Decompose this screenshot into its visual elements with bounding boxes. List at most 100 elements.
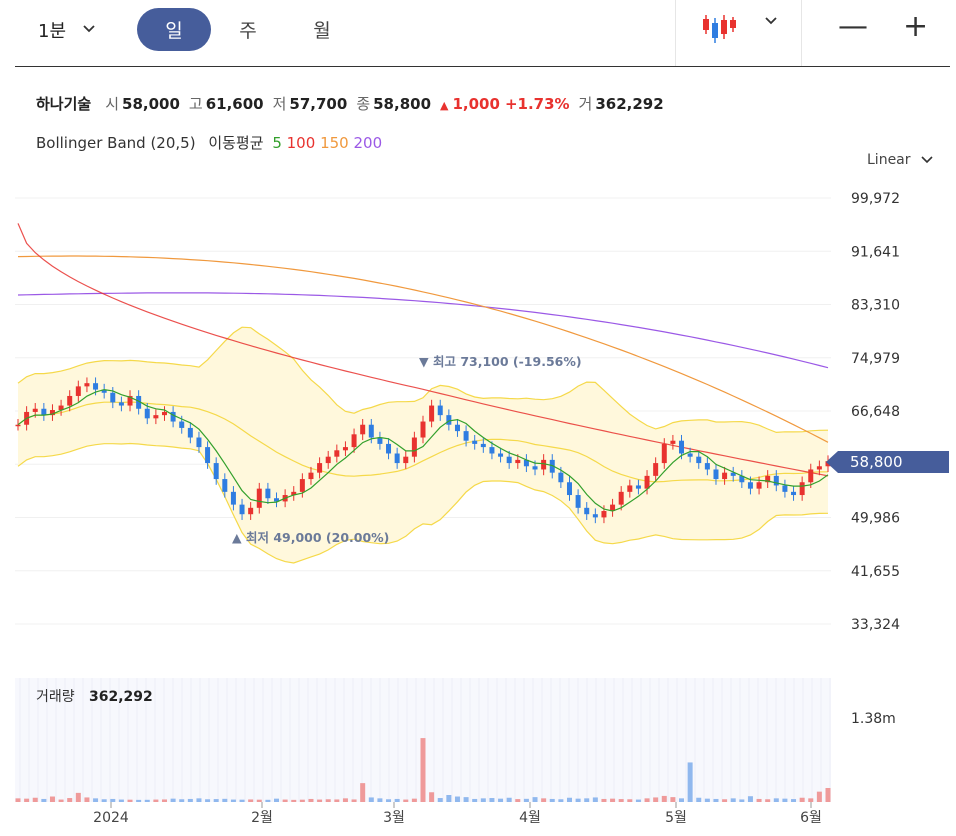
volume-bar (179, 799, 185, 802)
tab-week[interactable]: 주 (239, 20, 257, 42)
interval-selector[interactable]: 1분 (38, 10, 96, 50)
volume-bar (463, 797, 469, 802)
tab-day[interactable]: 일 (137, 8, 211, 51)
zoom-out-button[interactable]: — (838, 9, 868, 44)
volume-bar (523, 798, 529, 802)
volume-bar (84, 797, 90, 802)
candle (454, 418, 460, 437)
volume-bar (256, 799, 262, 802)
candle (420, 415, 426, 444)
volume-bar (377, 798, 383, 802)
volume-bar (739, 799, 745, 802)
candle (498, 447, 504, 463)
close-price: 58,800 (373, 95, 432, 113)
low-annotation: ▲ 최저 49,000 (20.00%) (232, 530, 389, 545)
candle (429, 399, 435, 428)
candle (153, 409, 159, 425)
volume-bar (170, 798, 176, 802)
volume-bar (75, 792, 81, 802)
volume-bar (282, 799, 288, 802)
volume-bar (342, 798, 348, 802)
high-annotation: ▼ 최고 73,100 (-19.56%) (419, 354, 582, 369)
volume-bar (791, 799, 797, 802)
zoom-in-button[interactable]: + (903, 9, 929, 44)
volume-label: 거래량 (36, 689, 75, 705)
candle (446, 409, 452, 431)
volume-bar (635, 799, 641, 802)
candle (67, 390, 73, 412)
candle (256, 482, 262, 514)
candle (549, 454, 555, 479)
volume-bar (101, 799, 107, 802)
volume-bar (549, 798, 555, 802)
chevron-down-icon (82, 22, 96, 38)
volume-bar (799, 797, 805, 802)
volume-bar (429, 792, 435, 802)
price-tick: 66,648 (851, 404, 900, 420)
interval-label: 1분 (38, 21, 67, 42)
volume-bar (248, 799, 254, 802)
bollinger-label: Bollinger Band (20,5) (36, 134, 196, 152)
candle (782, 479, 788, 498)
volume-bar (566, 797, 572, 802)
candle (386, 438, 392, 460)
volume-bar (558, 799, 564, 802)
candle (541, 454, 547, 476)
volume-bar (403, 799, 409, 802)
volume-bar (420, 738, 426, 802)
up-arrow-icon: ▲ (440, 99, 449, 112)
candle (489, 441, 495, 460)
volume-bar (136, 799, 142, 802)
volume-bar (325, 799, 331, 802)
volume-bar (360, 783, 366, 802)
price-tick: 49,986 (851, 511, 900, 527)
volume-bar (816, 791, 822, 802)
candle (765, 470, 771, 489)
candle (575, 489, 581, 514)
volume-bar (187, 798, 193, 802)
volume-bar (687, 762, 693, 802)
candle (136, 390, 142, 415)
price-tick: 33,324 (851, 617, 900, 633)
volume-bar (661, 795, 667, 802)
scale-selector[interactable]: Linear (867, 152, 933, 168)
volume-bar (213, 799, 219, 802)
candle (635, 479, 641, 495)
volume-bar (722, 799, 728, 802)
volume-current: 362,292 (89, 689, 153, 705)
candle (808, 463, 814, 489)
candle (661, 438, 667, 469)
candle (230, 486, 236, 511)
volume-bar (454, 796, 460, 802)
volume-bar (161, 799, 167, 802)
candle (653, 457, 659, 482)
volume-bar (351, 799, 357, 802)
volume-bar (575, 798, 581, 802)
candle (799, 476, 805, 501)
candle (584, 502, 590, 520)
candle (308, 466, 314, 485)
candle (317, 457, 323, 479)
volume-bar (317, 799, 323, 802)
volume-bar (437, 798, 443, 802)
candle (506, 450, 512, 469)
volume-bar (541, 798, 547, 802)
chevron-down-icon (921, 156, 933, 164)
ma-200: 200 (353, 134, 383, 152)
candle (791, 486, 797, 501)
ma-150: 150 (320, 134, 349, 152)
volume-bar (704, 798, 710, 802)
candlestick-chart-icon[interactable] (700, 12, 740, 46)
candle (411, 431, 417, 463)
candle (239, 498, 245, 520)
volume-bar (825, 788, 831, 802)
price-tick: 83,310 (851, 298, 900, 314)
chart-type-chevron-icon[interactable] (764, 14, 778, 30)
stock-name: 하나기술 (36, 95, 92, 113)
candle (187, 422, 193, 444)
tab-month[interactable]: 월 (313, 20, 331, 42)
indicator-legend[interactable]: Bollinger Band (20,5) 이동평균 5 100 150 200 (36, 132, 382, 153)
volume-bar (756, 798, 762, 802)
candle (696, 450, 702, 469)
